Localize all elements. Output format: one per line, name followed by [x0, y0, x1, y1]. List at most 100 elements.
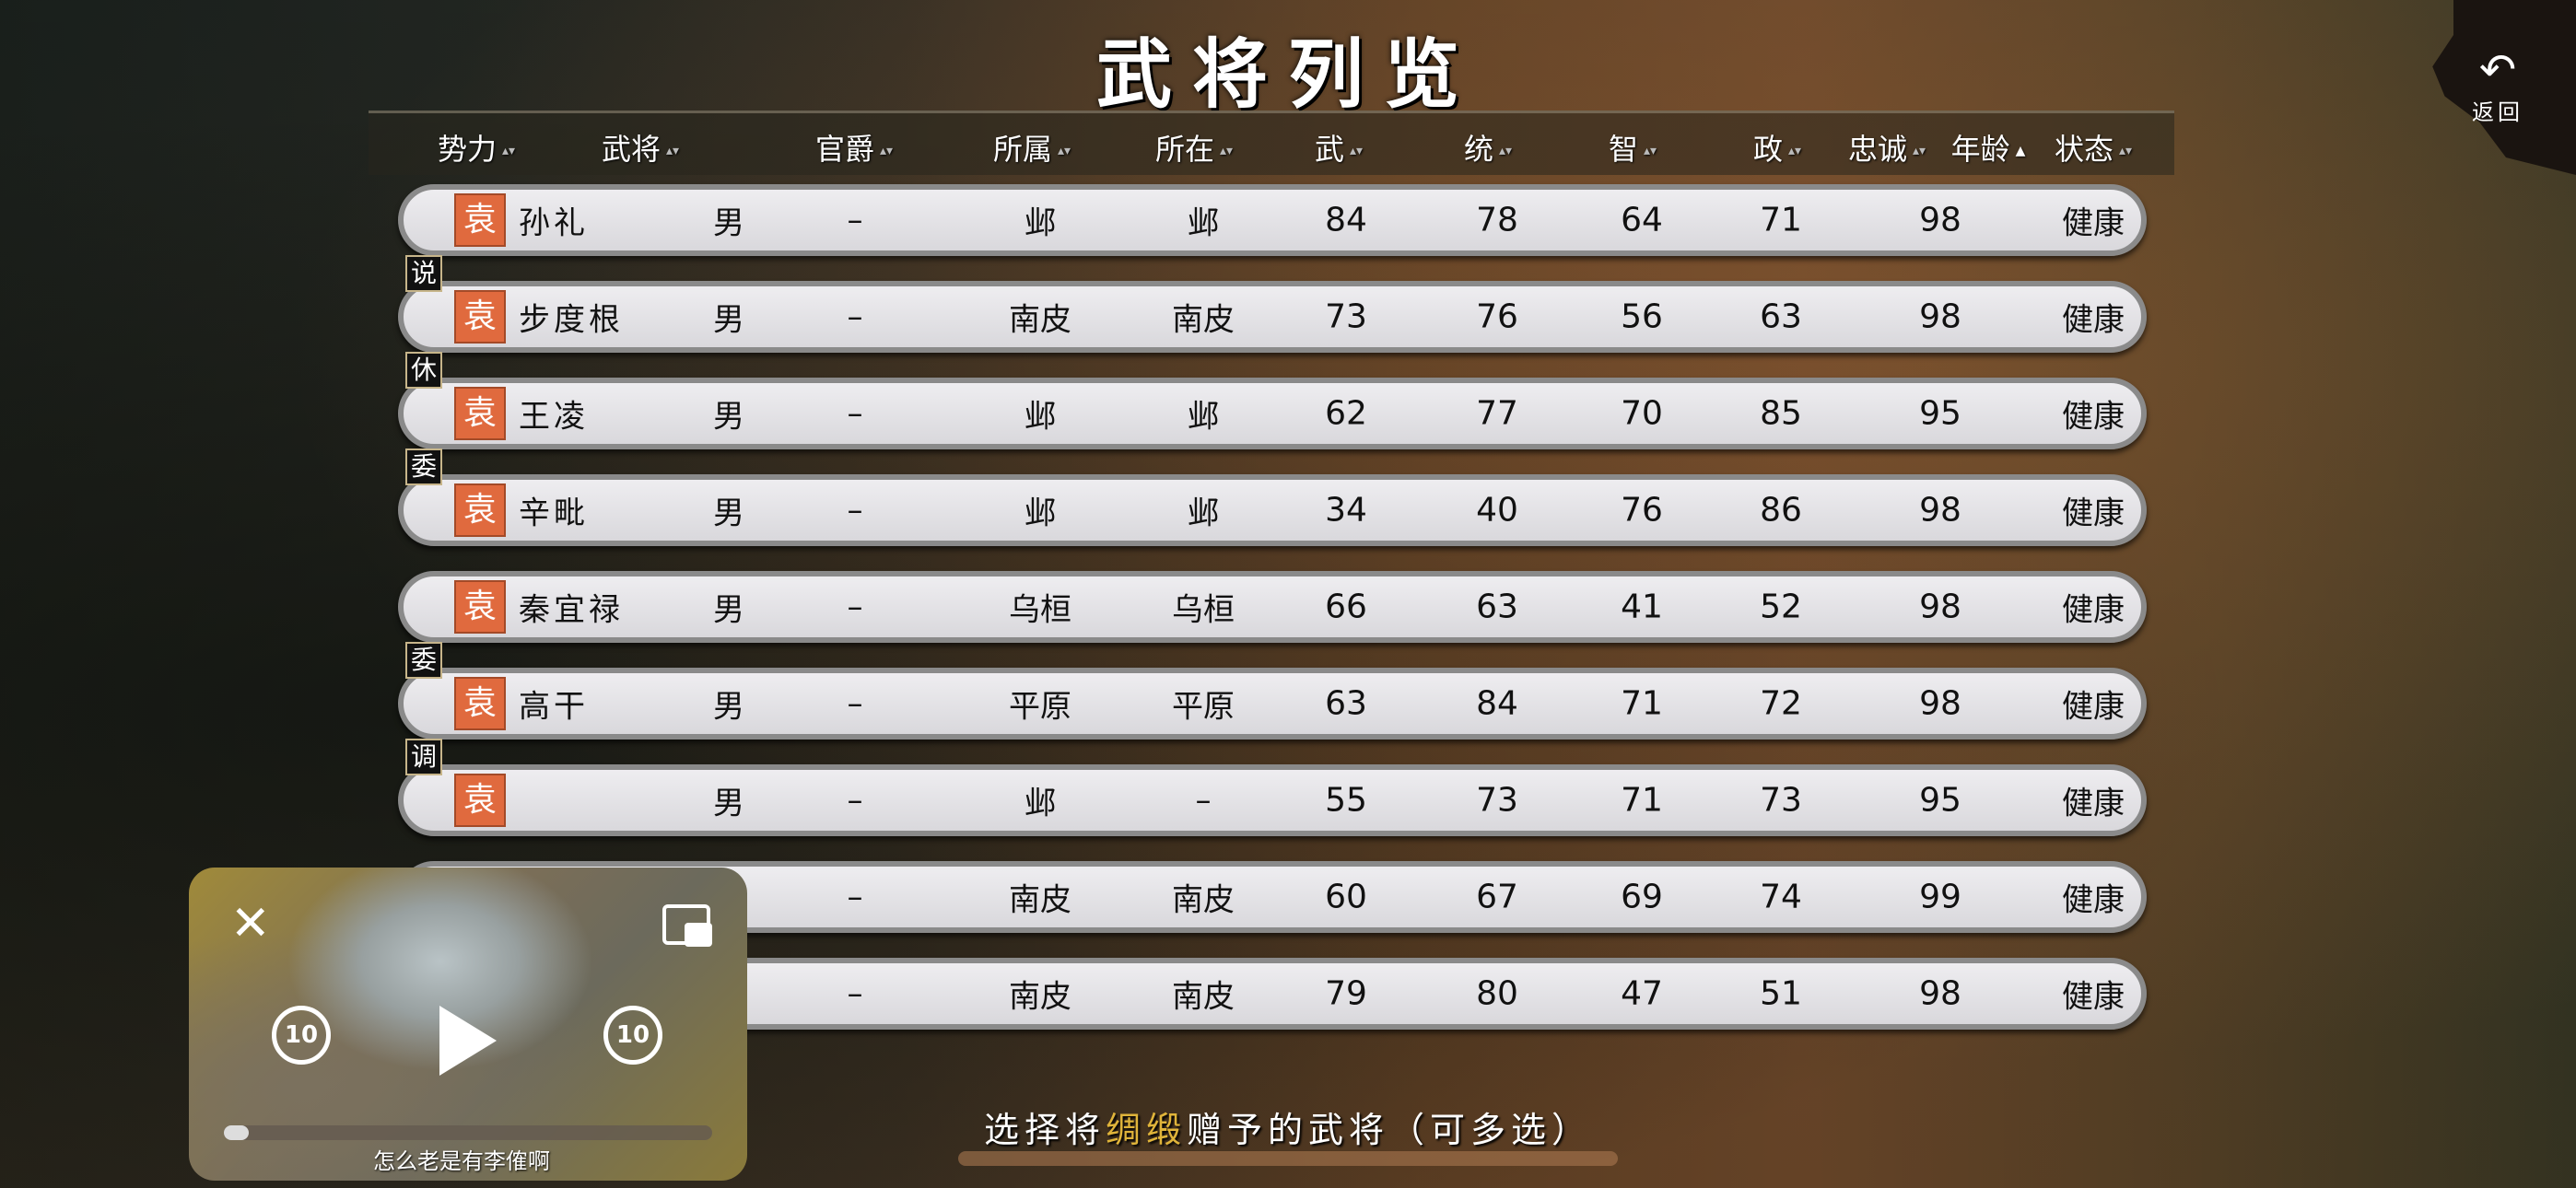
cell-war: 66 [1325, 588, 1367, 626]
cell-lead: 84 [1476, 684, 1518, 723]
column-header[interactable]: 状态 ▴▾ [2055, 126, 2132, 169]
column-label: 官爵 [814, 132, 874, 167]
video-progress-fill [224, 1125, 249, 1140]
cell-location: 乌桓 [1172, 591, 1235, 629]
cell-lead: 76 [1476, 297, 1518, 336]
play-icon[interactable] [439, 1006, 497, 1076]
forward-10-icon[interactable]: 10 [603, 1006, 662, 1065]
cell-gender: 男 [713, 301, 744, 339]
cell-gender: 男 [713, 688, 744, 726]
table-row[interactable]: 袁秦宜禄 男 – 乌桓 乌桓 66 63 41 52 98 健康 [398, 571, 2147, 643]
cell-location: 邺 [1188, 398, 1219, 436]
cell-belong: 南皮 [1009, 881, 1071, 919]
column-header[interactable]: 忠诚 ▴▾ [1848, 126, 1926, 169]
cell-pol: 72 [1760, 684, 1802, 723]
cell-war: 73 [1325, 297, 1367, 336]
column-label: 智 [1608, 132, 1638, 167]
cell-pol: 85 [1760, 394, 1802, 433]
cell-gender: 男 [713, 398, 744, 436]
column-header[interactable]: 智 ▴▾ [1609, 126, 1657, 169]
hint-item: 绸缎 [1105, 1110, 1187, 1150]
general-name: 高干 [519, 688, 589, 726]
cell-rank: – [847, 782, 863, 819]
sort-arrow-icon: ▴▾ [1643, 144, 1657, 158]
cell-lead: 80 [1476, 974, 1518, 1013]
cell-lead: 63 [1476, 588, 1518, 626]
sort-arrow-icon: ▴▾ [1787, 144, 1802, 158]
column-header[interactable]: 官爵 ▴▾ [815, 126, 893, 169]
close-icon[interactable]: ✕ [230, 896, 271, 951]
cell-belong: 南皮 [1009, 978, 1071, 1016]
cell-gender: 男 [713, 495, 744, 532]
column-header[interactable]: 政 ▴▾ [1753, 126, 1801, 169]
table-row[interactable]: 袁 男 – 邺 – 55 73 71 73 95 健康 [398, 764, 2147, 836]
status-tag: 委 [405, 642, 442, 679]
column-header[interactable]: 武将 ▴▾ [602, 126, 679, 169]
scrollbar[interactable] [958, 1151, 1618, 1166]
video-pip-player[interactable]: ✕ 10 10 怎么老是有李傕啊 [189, 868, 747, 1181]
sort-arrow-icon: ▴▾ [1912, 144, 1926, 158]
table-row[interactable]: 袁高干 男 – 平原 平原 63 84 71 72 98 健康 [398, 668, 2147, 740]
pip-icon[interactable] [662, 904, 712, 947]
faction-badge: 袁 [454, 387, 506, 440]
sort-arrow-icon: ▴▾ [2118, 144, 2133, 158]
column-label: 武将 [601, 132, 661, 167]
back-label: 返回 [2472, 99, 2523, 125]
column-header[interactable]: 统 ▴▾ [1464, 126, 1512, 169]
column-label: 忠诚 [1847, 132, 1907, 167]
sort-arrow-icon: ▴▾ [1057, 144, 1071, 158]
cell-int: 71 [1621, 781, 1663, 820]
column-header[interactable]: 年龄 ▲ [1951, 126, 2026, 169]
column-label: 统 [1463, 132, 1493, 167]
cell-status: 健康 [2062, 978, 2125, 1016]
cell-rank: – [847, 298, 863, 335]
hint-text-end: 赠予的武将（可多选） [1187, 1110, 1593, 1150]
undo-arrow-icon: ↶ [2478, 44, 2517, 96]
faction-badge: 袁 [454, 774, 506, 827]
column-header[interactable]: 所属 ▴▾ [993, 126, 1071, 169]
selection-hint: 选择将绸缎赠予的武将（可多选） [0, 1101, 2576, 1152]
cell-location: 邺 [1188, 495, 1219, 532]
cell-int: 71 [1621, 684, 1663, 723]
cell-status: 健康 [2062, 495, 2125, 532]
status-tag: 调 [405, 739, 442, 775]
sort-arrow-icon: ▴▾ [1349, 144, 1364, 158]
faction-badge: 袁 [454, 193, 506, 247]
cell-war: 60 [1325, 878, 1367, 916]
cell-belong: 南皮 [1009, 301, 1071, 339]
cell-lead: 78 [1476, 201, 1518, 239]
sort-arrow-icon: ▲ [2015, 144, 2026, 158]
cell-pol: 51 [1760, 974, 1802, 1013]
cell-lead: 77 [1476, 394, 1518, 433]
cell-lead: 40 [1476, 491, 1518, 530]
cell-location: 南皮 [1172, 881, 1235, 919]
cell-belong: 乌桓 [1009, 591, 1071, 629]
cell-pol: 52 [1760, 588, 1802, 626]
table-row[interactable]: 袁步度根 男 – 南皮 南皮 73 76 56 63 98 健康 [398, 281, 2147, 353]
table-row[interactable]: 袁孙礼 男 – 邺 邺 84 78 64 71 98 健康 [398, 184, 2147, 256]
general-name: 步度根 [519, 301, 624, 339]
column-header[interactable]: 所在 ▴▾ [1155, 126, 1233, 169]
cell-rank: – [847, 492, 863, 529]
column-header[interactable]: 势力 ▴▾ [438, 126, 515, 169]
general-name: 辛毗 [519, 495, 589, 532]
table-row[interactable]: 袁辛毗 男 – 邺 邺 34 40 76 86 98 健康 [398, 474, 2147, 546]
cell-age: 95 [1919, 394, 1961, 433]
rewind-10-icon[interactable]: 10 [272, 1006, 331, 1065]
video-progress-bar[interactable] [224, 1125, 712, 1140]
sort-arrow-icon: ▴▾ [1498, 144, 1513, 158]
column-header[interactable]: 武 ▴▾ [1315, 126, 1363, 169]
cell-age: 98 [1919, 684, 1961, 723]
cell-int: 56 [1621, 297, 1663, 336]
back-button[interactable]: ↶ 返回 [2456, 46, 2539, 126]
cell-belong: 平原 [1009, 688, 1071, 726]
faction-badge: 袁 [454, 483, 506, 537]
table-row[interactable]: 袁王凌 男 – 邺 邺 62 77 70 85 95 健康 [398, 378, 2147, 449]
column-label: 势力 [437, 132, 497, 167]
cell-age: 95 [1919, 781, 1961, 820]
cell-age: 99 [1919, 878, 1961, 916]
cell-int: 76 [1621, 491, 1663, 530]
cell-status: 健康 [2062, 591, 2125, 629]
general-name: 王凌 [519, 398, 589, 436]
cell-age: 98 [1919, 297, 1961, 336]
